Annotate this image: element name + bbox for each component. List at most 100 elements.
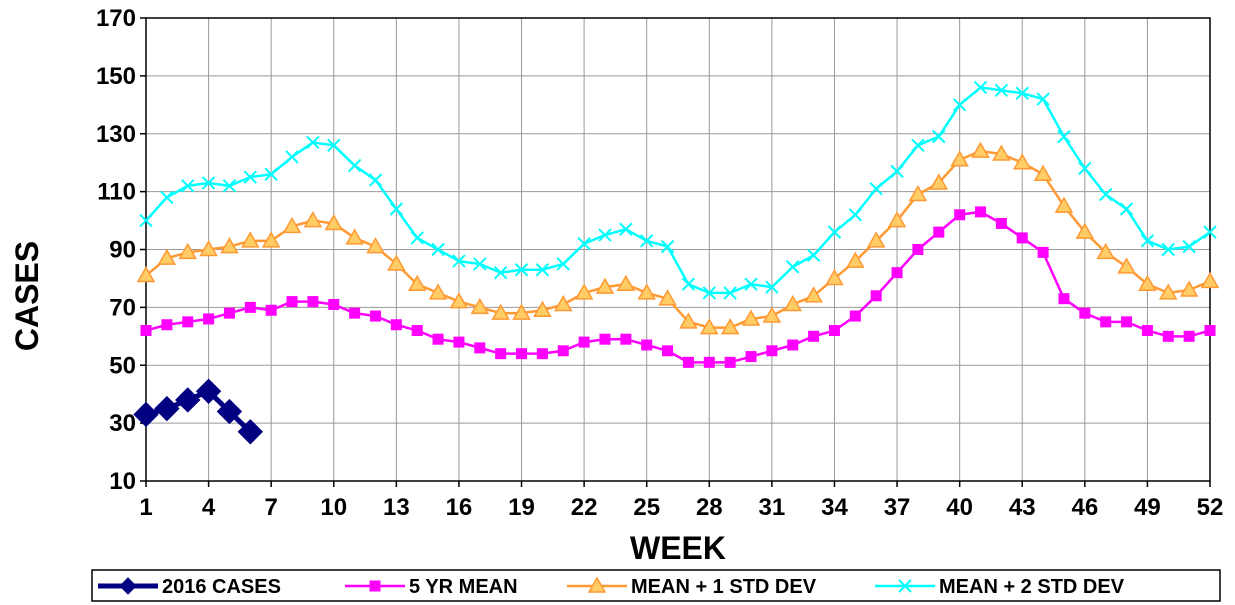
legend-label: 5 YR MEAN xyxy=(409,576,518,598)
data-point xyxy=(720,318,740,335)
data-point xyxy=(199,239,218,257)
data-point xyxy=(1033,164,1053,182)
data-point xyxy=(516,348,528,360)
y-tick-label: 10 xyxy=(109,468,136,495)
data-point xyxy=(514,263,529,277)
data-point xyxy=(1119,202,1134,216)
x-tick-label: 4 xyxy=(202,494,216,521)
data-point xyxy=(431,242,445,257)
data-point xyxy=(452,254,466,268)
y-tick-label: 90 xyxy=(109,237,136,264)
data-point xyxy=(223,307,235,319)
y-tick-label: 70 xyxy=(109,294,136,321)
data-point xyxy=(995,217,1007,229)
data-point xyxy=(723,286,737,300)
x-tick-label: 25 xyxy=(633,494,660,521)
y-tick-label: 170 xyxy=(96,5,136,32)
data-point xyxy=(849,310,861,322)
data-point xyxy=(324,213,344,231)
data-point xyxy=(495,348,507,360)
data-point xyxy=(347,158,362,173)
legend-marker xyxy=(587,576,607,593)
data-point xyxy=(1012,153,1032,170)
data-point xyxy=(368,173,383,187)
data-point xyxy=(637,283,656,300)
x-tick-label: 31 xyxy=(759,494,786,521)
data-point xyxy=(410,231,424,245)
data-point xyxy=(285,150,299,164)
data-point xyxy=(1079,307,1091,319)
legend-label: MEAN + 1 STD DEV xyxy=(631,576,817,598)
x-tick-label: 52 xyxy=(1197,494,1224,521)
data-point xyxy=(1204,325,1216,337)
data-point xyxy=(303,211,323,228)
legend-label: MEAN + 2 STD DEV xyxy=(939,576,1125,598)
data-point xyxy=(741,309,761,326)
data-point xyxy=(932,129,946,144)
data-point xyxy=(973,80,988,95)
data-point xyxy=(474,342,486,354)
data-point xyxy=(390,319,402,331)
data-point xyxy=(1058,293,1070,305)
x-axis-title: WEEK xyxy=(630,530,726,566)
series-layer xyxy=(133,80,1220,445)
data-point xyxy=(828,325,840,337)
data-point xyxy=(766,345,778,357)
y-tick-label: 50 xyxy=(109,352,136,379)
series-2016-cases xyxy=(133,378,264,445)
data-point xyxy=(954,209,966,221)
data-point xyxy=(975,206,987,218)
data-point xyxy=(220,237,239,254)
data-point xyxy=(536,348,548,360)
data-point xyxy=(1117,257,1136,274)
data-point xyxy=(139,213,153,228)
legend-label: 2016 CASES xyxy=(162,576,281,598)
data-point xyxy=(1096,242,1115,260)
data-point xyxy=(786,260,800,274)
data-point xyxy=(178,242,198,260)
data-point xyxy=(1179,280,1199,297)
data-point xyxy=(595,277,615,294)
data-point xyxy=(1098,187,1113,202)
data-point xyxy=(866,231,886,248)
data-point xyxy=(992,144,1011,161)
x-tick-label: 43 xyxy=(1009,494,1036,521)
data-point xyxy=(535,263,550,277)
data-point xyxy=(1078,161,1092,176)
data-point xyxy=(453,336,465,348)
data-point xyxy=(1183,330,1195,342)
data-point xyxy=(682,356,694,368)
x-tick-label: 7 xyxy=(264,494,277,521)
data-point xyxy=(387,254,406,271)
data-point xyxy=(556,257,570,271)
data-point xyxy=(1138,274,1157,291)
data-point xyxy=(870,290,882,302)
data-point xyxy=(1036,92,1050,106)
x-tick-label: 34 xyxy=(821,494,848,521)
data-point xyxy=(282,216,302,234)
data-point xyxy=(1182,239,1196,254)
data-point xyxy=(261,231,281,248)
data-point xyxy=(1015,86,1029,100)
y-axis-title: CASES xyxy=(9,241,45,351)
data-point xyxy=(1121,316,1133,328)
data-point xyxy=(933,226,945,238)
data-point xyxy=(681,277,696,291)
data-point xyxy=(703,356,715,368)
data-point xyxy=(222,179,237,193)
data-point xyxy=(136,266,156,283)
y-tick-label: 150 xyxy=(96,63,136,90)
data-point xyxy=(1162,330,1174,342)
x-axis-ticks: 1 4 7 10 13 16 19 22 25 28 31 34 37 40 43 46 49 52 xyxy=(139,481,1223,521)
data-point xyxy=(366,237,385,254)
data-point xyxy=(599,333,611,345)
data-point xyxy=(702,286,717,300)
x-tick-label: 37 xyxy=(884,494,911,521)
x-tick-label: 19 xyxy=(508,494,535,521)
data-point xyxy=(154,395,180,422)
data-point xyxy=(491,303,510,320)
data-point xyxy=(428,283,448,300)
data-point xyxy=(216,398,243,425)
data-point xyxy=(243,170,258,184)
